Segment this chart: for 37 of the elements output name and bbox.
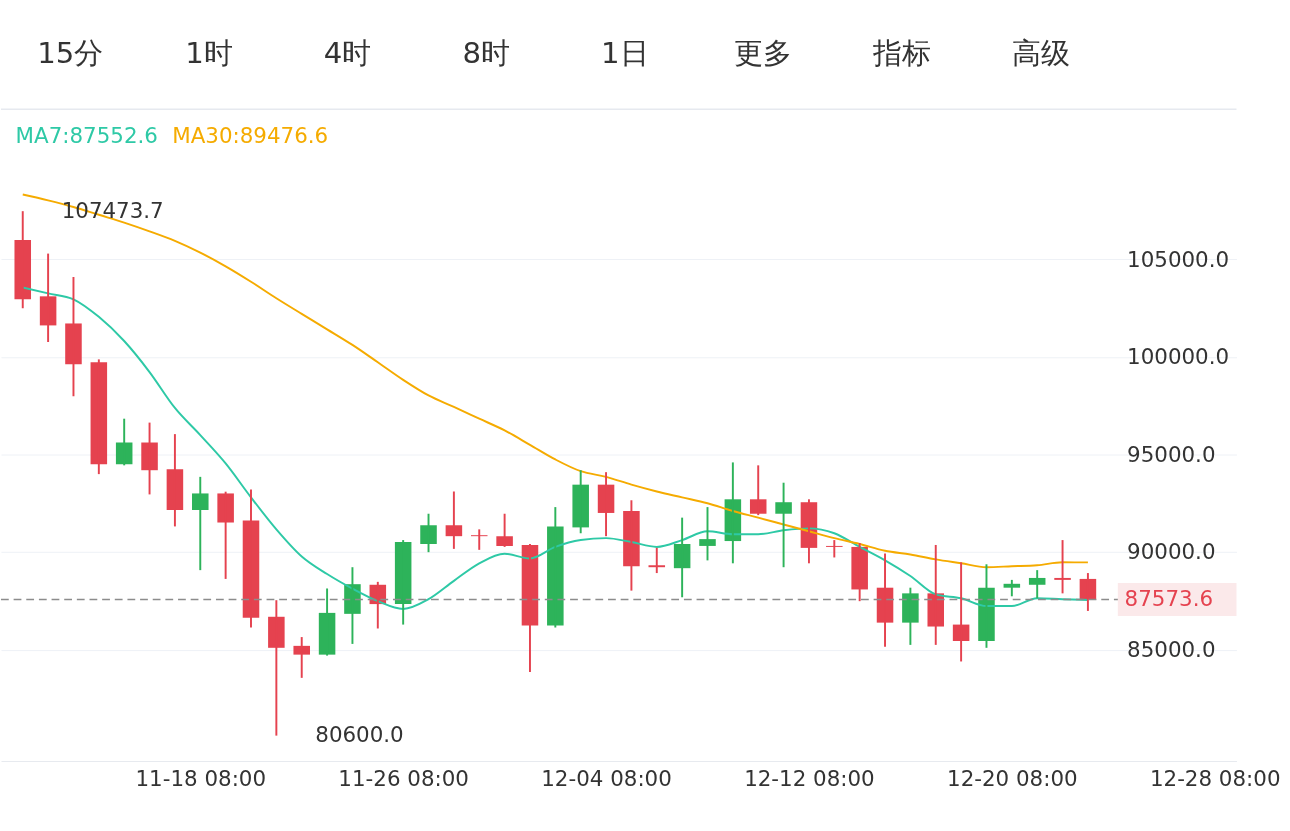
candlestick [1054, 539, 1071, 595]
x-tick-label: 12-12 08:00 [744, 765, 875, 791]
candlestick [217, 490, 234, 580]
annotation: 80600.0 [315, 722, 404, 748]
y-tick-label: 105000.0 [1127, 246, 1230, 272]
candlestick [775, 481, 792, 569]
candlestick [496, 512, 513, 548]
candlestick [470, 528, 488, 551]
x-tick-label: 11-26 08:00 [338, 765, 469, 791]
candlestick [192, 475, 209, 572]
x-tick-label: 12-28 08:00 [1149, 765, 1281, 791]
text: 更多 [734, 36, 793, 71]
text: 15分 [37, 36, 104, 71]
candlestick [65, 276, 82, 398]
x-tick-label: 12-04 08:00 [541, 765, 672, 791]
text: MA7:87552.6 [15, 123, 158, 149]
y-tick-label: 85000.0 [1127, 637, 1216, 663]
text: 8时 [462, 36, 510, 71]
candlestick [293, 636, 310, 679]
candlestick [699, 506, 716, 562]
text: 高级 [1011, 36, 1070, 71]
y-tick-label: 95000.0 [1127, 441, 1216, 467]
ref-line-label: 87573.6 [1124, 586, 1214, 612]
line-series [21, 193, 1089, 569]
y-tick-label: 100000.0 [1127, 344, 1230, 370]
text: 4时 [323, 36, 372, 71]
candlestick [826, 539, 843, 559]
text: 指标 [872, 36, 932, 71]
candlestick [268, 599, 285, 737]
text: 1时 [185, 36, 233, 71]
x-tick-label: 11-18 08:00 [135, 765, 267, 791]
candlestick [902, 586, 919, 646]
y-tick-label: 90000.0 [1127, 539, 1216, 565]
text: MA30:89476.6 [172, 123, 329, 149]
candlestick [420, 512, 437, 554]
x-tick-label: 12-20 08:00 [947, 765, 1078, 791]
text: 1日 [601, 36, 649, 71]
